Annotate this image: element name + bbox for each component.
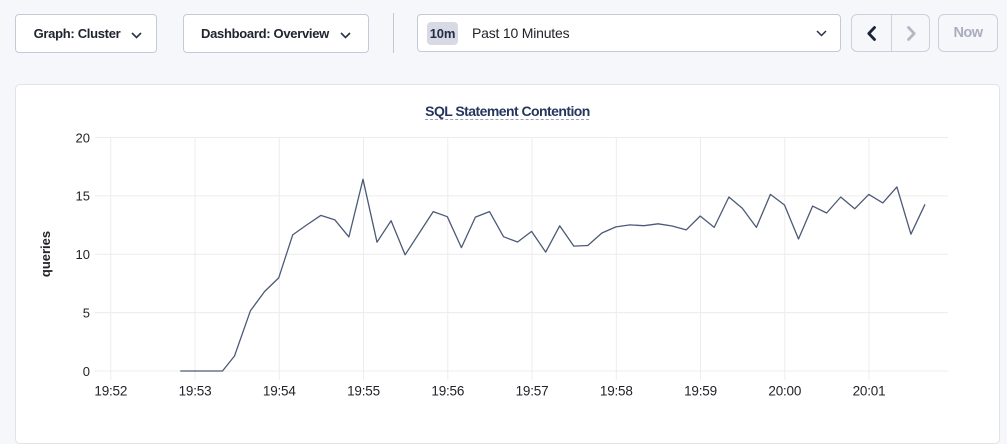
svg-text:20:01: 20:01 <box>853 383 886 398</box>
svg-text:20: 20 <box>76 130 90 145</box>
svg-text:19:57: 19:57 <box>516 383 549 398</box>
svg-text:19:58: 19:58 <box>600 383 633 398</box>
svg-text:queries: queries <box>38 231 53 277</box>
svg-text:0: 0 <box>83 364 90 379</box>
svg-text:20:00: 20:00 <box>768 383 801 398</box>
svg-text:19:59: 19:59 <box>684 383 717 398</box>
svg-text:19:52: 19:52 <box>94 383 127 398</box>
svg-text:10: 10 <box>76 247 90 262</box>
svg-text:19:56: 19:56 <box>431 383 464 398</box>
svg-text:15: 15 <box>76 189 90 204</box>
svg-text:5: 5 <box>83 305 90 320</box>
svg-text:19:55: 19:55 <box>347 383 380 398</box>
svg-text:19:53: 19:53 <box>179 383 212 398</box>
svg-text:19:54: 19:54 <box>263 383 296 398</box>
